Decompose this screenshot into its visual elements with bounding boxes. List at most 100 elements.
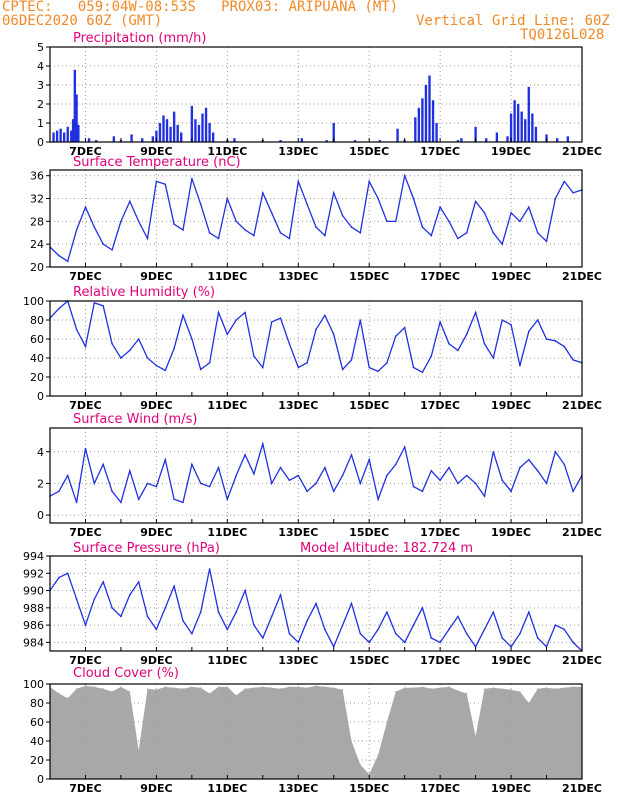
y-tick-label: 2 bbox=[37, 477, 44, 490]
panel-cloud-cover: Cloud Cover (%) 0 20 40 60 80 100 7DEC 9DEC 11DEC… bbox=[23, 666, 602, 795]
cloud-point bbox=[209, 692, 211, 695]
x-tick-label: 17DEC bbox=[420, 526, 460, 539]
data-point bbox=[182, 229, 184, 231]
cloud-point bbox=[554, 688, 557, 690]
x-tick-label: 11DEC bbox=[207, 526, 247, 539]
data-point bbox=[359, 231, 362, 234]
data-point bbox=[483, 495, 486, 497]
data-point bbox=[465, 474, 468, 477]
cloud-point bbox=[297, 686, 299, 688]
cloud-point bbox=[120, 686, 122, 688]
data-point bbox=[545, 482, 548, 485]
x-tick-label: 15DEC bbox=[349, 270, 389, 283]
precip-bar bbox=[233, 138, 236, 142]
y-tick-label: 5 bbox=[37, 41, 44, 54]
data-point bbox=[315, 328, 317, 331]
panel-wind: Surface Wind (m/s) 0 2 4 7DEC 9DEC 11DEC 13DEC 1… bbox=[37, 412, 602, 539]
precip-bar bbox=[59, 128, 62, 142]
panel-subtitle: Model Altitude: 182.724 m bbox=[300, 541, 473, 556]
x-tick-label: 17DEC bbox=[420, 654, 460, 667]
data-point bbox=[288, 479, 291, 482]
data-point bbox=[510, 490, 512, 493]
y-tick-label: 20 bbox=[30, 754, 44, 767]
precip-bar bbox=[87, 138, 91, 142]
data-point bbox=[368, 458, 371, 461]
data-point bbox=[492, 357, 495, 359]
data-point bbox=[412, 197, 415, 200]
data-point bbox=[448, 466, 450, 469]
y-tick-label: 60 bbox=[30, 716, 44, 729]
cloud-point bbox=[226, 686, 228, 688]
header-date: 06DEC2020 60Z (GMT) bbox=[2, 13, 163, 29]
series-line bbox=[49, 173, 583, 263]
data-point bbox=[84, 447, 87, 450]
data-point bbox=[430, 637, 433, 639]
data-point bbox=[111, 490, 113, 493]
x-tick-label: 9DEC bbox=[140, 270, 172, 283]
data-point bbox=[332, 192, 335, 194]
cloud-point bbox=[58, 692, 60, 695]
data-point bbox=[288, 632, 291, 635]
cloud-point bbox=[155, 689, 157, 691]
y-tick-label: 100 bbox=[23, 678, 44, 691]
data-point bbox=[350, 602, 353, 605]
data-point bbox=[572, 641, 574, 644]
y-tick-label: 0 bbox=[37, 773, 44, 786]
panel-frame bbox=[49, 683, 583, 780]
x-tick-label: 9DEC bbox=[140, 782, 172, 795]
data-point bbox=[377, 370, 379, 373]
panel-frame bbox=[49, 169, 583, 268]
data-point bbox=[75, 328, 78, 331]
panel-frame bbox=[49, 300, 583, 397]
data-point bbox=[191, 632, 193, 635]
precip-bar bbox=[70, 130, 73, 142]
y-tick-label: 4 bbox=[37, 60, 44, 73]
cloud-point bbox=[333, 687, 335, 689]
data-point bbox=[182, 314, 184, 317]
precip-bar bbox=[414, 117, 417, 142]
panel-title: Cloud Cover (%) bbox=[73, 666, 179, 681]
cloud-point bbox=[191, 686, 193, 688]
cloud-point bbox=[102, 688, 104, 690]
data-point bbox=[208, 231, 211, 234]
precip-bar bbox=[506, 136, 509, 142]
data-point bbox=[235, 611, 237, 613]
data-point bbox=[510, 323, 512, 326]
data-point bbox=[279, 317, 282, 319]
cloud-point bbox=[572, 686, 574, 688]
cloud-point bbox=[288, 686, 290, 688]
data-point bbox=[465, 231, 468, 234]
y-tick-label: 80 bbox=[30, 314, 44, 327]
precip-bar bbox=[194, 119, 197, 142]
data-point bbox=[368, 366, 371, 369]
x-tick-label: 11DEC bbox=[207, 654, 247, 667]
precip-bar bbox=[208, 123, 211, 142]
precip-bar bbox=[165, 119, 169, 142]
data-point bbox=[173, 585, 175, 588]
cloud-point bbox=[111, 691, 113, 693]
cloud-point bbox=[76, 688, 78, 690]
data-point bbox=[474, 200, 477, 203]
data-point bbox=[146, 615, 149, 618]
y-tick-label: 32 bbox=[30, 193, 44, 206]
precip-bar bbox=[180, 132, 183, 142]
cloud-point bbox=[129, 691, 131, 693]
cloud-point bbox=[217, 686, 220, 688]
data-point bbox=[572, 490, 574, 493]
x-tick-label: 21DEC bbox=[562, 399, 602, 412]
cloud-point bbox=[412, 687, 415, 689]
x-tick-label: 9DEC bbox=[140, 654, 172, 667]
data-point bbox=[519, 466, 521, 469]
y-tick-label: 986 bbox=[23, 619, 44, 632]
cloud-point bbox=[342, 689, 344, 691]
data-point bbox=[519, 364, 521, 367]
data-point bbox=[66, 474, 69, 477]
data-point bbox=[412, 366, 415, 369]
data-point bbox=[439, 479, 441, 482]
x-tick-label: 21DEC bbox=[562, 782, 602, 795]
data-point bbox=[403, 326, 406, 329]
data-point bbox=[421, 226, 424, 228]
precip-bar bbox=[474, 126, 477, 142]
x-tick-label: 7DEC bbox=[69, 399, 101, 412]
